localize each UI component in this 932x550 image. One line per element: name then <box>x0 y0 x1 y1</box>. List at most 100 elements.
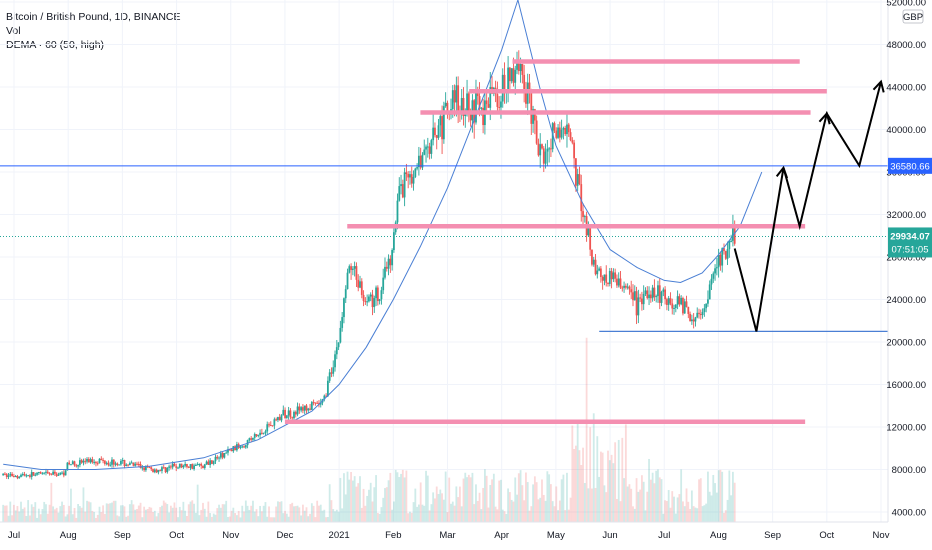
volume-bar <box>500 479 502 522</box>
volume-bar <box>212 513 215 522</box>
candle-body <box>78 460 81 466</box>
volume-bar <box>337 511 340 522</box>
volume-bar <box>303 510 306 522</box>
candle-body <box>692 319 695 322</box>
volume-bar <box>393 501 395 522</box>
candle-body <box>252 437 254 440</box>
volume-bar <box>557 510 559 522</box>
volume-bar <box>46 513 49 522</box>
candle-body <box>123 460 126 467</box>
candle-body <box>708 284 711 300</box>
volume-bar <box>260 511 263 522</box>
volume-bar <box>475 484 477 522</box>
candle-body <box>466 93 468 111</box>
projection-arrowhead <box>872 79 885 93</box>
candle-body <box>205 461 208 465</box>
volume-bar <box>516 494 518 522</box>
candle-body <box>293 411 295 419</box>
volume-bar <box>334 511 336 522</box>
candle-body <box>705 303 708 309</box>
candle-body <box>157 470 160 473</box>
candle-body <box>264 431 267 433</box>
candle-body <box>2 473 5 476</box>
candle-body <box>698 312 700 314</box>
candle-body <box>23 474 26 476</box>
candle-body <box>419 155 422 168</box>
y-tick-label: 12000.00 <box>886 423 926 434</box>
volume-bar <box>221 504 224 522</box>
candle-body <box>62 472 65 476</box>
volume-bar <box>673 496 675 522</box>
volume-bar <box>494 506 497 522</box>
candle-body <box>103 460 106 464</box>
volume-bar <box>234 513 237 522</box>
volume-bar <box>498 480 501 522</box>
candle-body <box>441 116 443 140</box>
volume-bar <box>364 505 367 522</box>
volume-bar <box>699 478 702 522</box>
legend-symbol[interactable]: Bitcoin / British Pound, 1D, BINANCE <box>6 11 181 23</box>
volume-bar <box>715 492 718 522</box>
volume-bar <box>426 475 429 522</box>
candle-body <box>16 476 19 479</box>
candle-body <box>137 463 140 465</box>
candle-body <box>128 463 131 466</box>
candle-body <box>510 68 513 82</box>
volume-bar <box>614 442 617 522</box>
candle-body <box>130 462 133 464</box>
candle-body <box>71 461 74 465</box>
candle-body <box>114 463 117 465</box>
volume-bar <box>369 482 372 522</box>
volume-bar <box>605 492 608 522</box>
volume-bar <box>186 515 188 522</box>
volume-bar <box>289 504 292 522</box>
candle-body <box>516 59 518 70</box>
candle-body <box>325 395 328 397</box>
candle-body <box>525 91 527 104</box>
candle-body <box>567 124 570 133</box>
candle-body <box>437 125 440 138</box>
x-tick-label: Jun <box>602 530 617 541</box>
volume-bar <box>505 513 508 522</box>
candle-body <box>275 419 278 421</box>
candle-body <box>355 266 358 280</box>
volume-bar <box>87 501 90 522</box>
volume-bar <box>285 513 288 522</box>
volume-bar <box>191 500 194 522</box>
candle-body <box>343 298 345 318</box>
candle-body <box>576 174 579 186</box>
volume-bar <box>164 502 167 522</box>
candle-body <box>610 270 613 280</box>
candle-body <box>36 472 38 475</box>
candle-body <box>153 469 156 473</box>
volume-bar <box>576 420 579 522</box>
volume-bar <box>642 481 645 522</box>
volume-bar <box>630 488 633 522</box>
candle-body <box>248 438 251 441</box>
volume-bar <box>482 487 485 522</box>
candle-body <box>30 472 33 477</box>
x-tick-label: Dec <box>276 530 293 541</box>
candle-body <box>273 419 276 426</box>
candle-body <box>312 402 315 404</box>
candle-body <box>291 417 294 419</box>
volume-bar <box>332 509 335 522</box>
candle-body <box>726 249 729 259</box>
candle-body <box>517 59 520 72</box>
candle-body <box>476 93 479 97</box>
legend-volume[interactable]: Vol <box>6 25 21 37</box>
volume-bar <box>703 505 706 522</box>
volume-bar <box>244 500 247 522</box>
candle-body <box>467 93 470 112</box>
candle-body <box>214 456 217 462</box>
candle-body <box>32 472 35 476</box>
y-tick-label: 40000.00 <box>886 125 926 136</box>
volume-bar <box>319 504 322 522</box>
candle-body <box>225 452 228 454</box>
candle-body <box>255 434 258 436</box>
volume-bar <box>412 502 415 522</box>
candle-body <box>360 281 363 295</box>
volume-bar <box>398 477 401 522</box>
volume-bar <box>508 492 511 522</box>
